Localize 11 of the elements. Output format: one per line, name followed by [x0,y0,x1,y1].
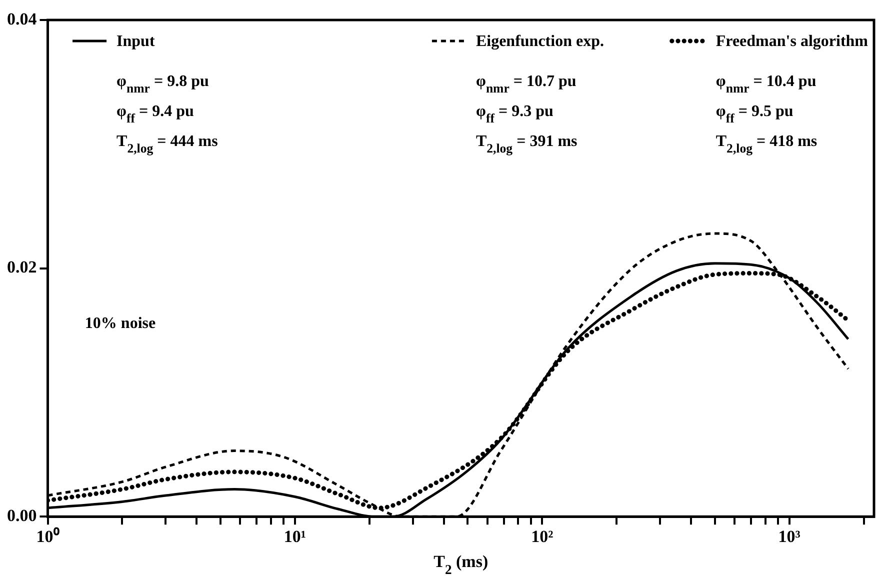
annotation: 10% noise [84,314,156,332]
y-tick-label: 0.04 [7,9,38,28]
legend-label: Input [116,33,156,50]
y-tick-label: 0.02 [7,258,37,277]
x-tick-label: 10² [531,527,554,546]
y-tick-label: 0.00 [7,506,37,525]
legend-label: Eigenfunction exp. [476,33,604,50]
x-tick-label: 10¹ [284,527,306,546]
legend-label: Freedman's algorithm [716,33,869,50]
x-tick-label: 10⁰ [36,527,60,546]
x-tick-label: 10³ [778,527,800,546]
